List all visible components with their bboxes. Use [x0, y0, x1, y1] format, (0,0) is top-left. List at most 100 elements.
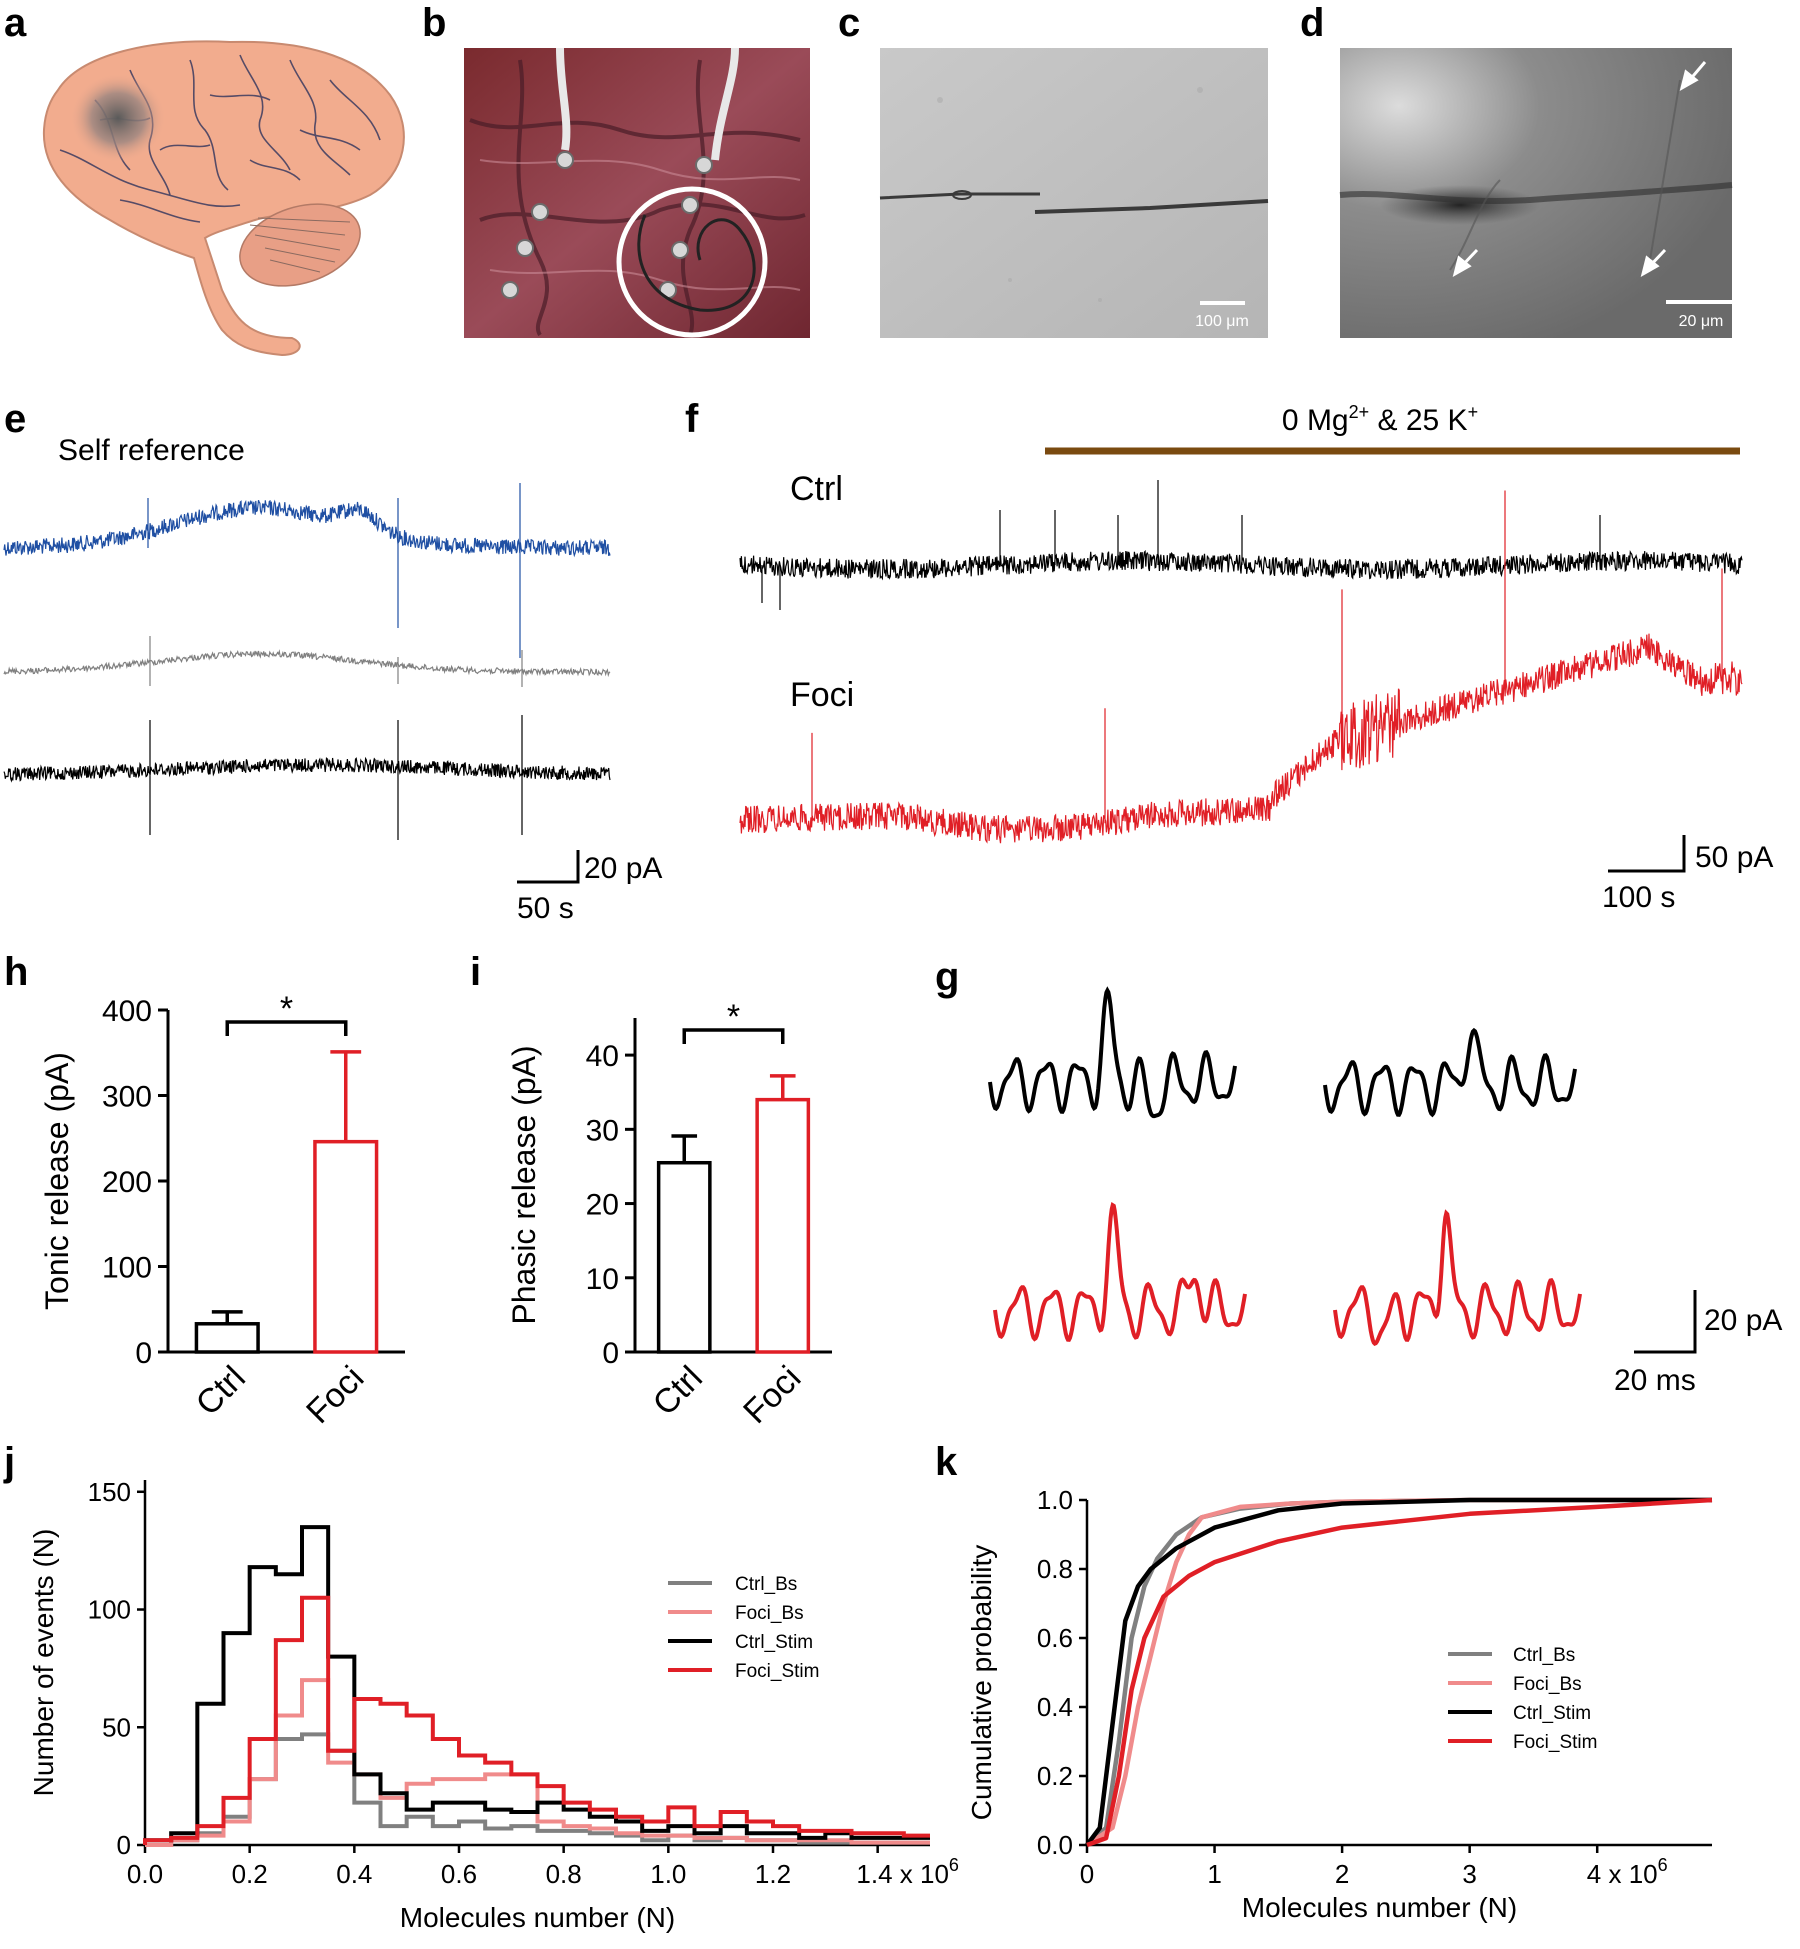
cortex-electrode-photo [464, 47, 810, 338]
panel-label-d: d [1300, 1, 1324, 45]
panel-label-b: b [422, 1, 446, 45]
treatment-base: 0 Mg [1282, 404, 1349, 437]
trace-g-black-2 [1323, 1027, 1577, 1118]
scalebar-e-y: 20 pA [584, 852, 662, 885]
series-foci-stim [1086, 1497, 1713, 1848]
trace-e-gray [3, 636, 611, 687]
treatment-annotation: 0 Mg2+ & 25 K+ [1045, 402, 1740, 455]
scalebar-f [1608, 835, 1686, 873]
x-tick-label: 0 [1080, 1859, 1094, 1889]
y-tick-label: 30 [586, 1114, 619, 1147]
x-tick-exponent: 6 [949, 1855, 959, 1875]
scalebar-g-x: 20 ms [1614, 1364, 1696, 1397]
svg-text:0 Mg2+ & 25 K+: 0 Mg2+ & 25 K+ [1282, 402, 1478, 437]
treatment-sup1: 2+ [1349, 402, 1370, 422]
trace-g-black-1 [988, 986, 1237, 1119]
significance-bracket [225, 1020, 348, 1036]
series-ctrl-stim [143, 1525, 930, 1845]
legend-label: Foci_Bs [1513, 1674, 1582, 1695]
chart-h: 0 100 200 300 400 Tonic release (pA) Ctrl Foci * [39, 990, 405, 1431]
x-tick-label: 0.8 [546, 1859, 582, 1889]
x-tick-label: 1.2 [755, 1859, 791, 1889]
y-tick-label: 20 [586, 1189, 619, 1222]
brain-illustration [42, 40, 405, 357]
y-tick-label: 0 [117, 1830, 131, 1860]
y-tick-label: 10 [586, 1263, 619, 1296]
x-tick-label: 0.6 [441, 1859, 477, 1889]
x-tick-exponent: 6 [1658, 1855, 1668, 1875]
panel-label-h: h [4, 950, 28, 994]
significance-star: * [280, 990, 293, 1028]
panel-label-c: c [838, 1, 860, 45]
treatment-mid: & 25 K [1369, 404, 1467, 437]
micrograph-photo: 20 μm [1339, 48, 1736, 338]
y-tick-label: 0.4 [1037, 1692, 1073, 1722]
scalebar-f-y: 50 pA [1695, 841, 1773, 874]
trace-f-foci-label: Foci [790, 676, 854, 714]
scalebar-e [517, 850, 580, 884]
panel-label-g: g [935, 955, 959, 999]
scalebar-g-y: 20 pA [1704, 1304, 1782, 1337]
series-ctrl-stim [1085, 1497, 1712, 1847]
x-tick-label: 2 [1335, 1859, 1349, 1889]
x-tick-label: 3 [1462, 1859, 1476, 1889]
y-tick-label: 1.0 [1037, 1485, 1073, 1515]
x-tick-label: Ctrl [189, 1359, 253, 1423]
x-tick-label: 4 x 106 [1587, 1855, 1668, 1889]
y-axis-label: Number of events (N) [28, 1529, 59, 1797]
series-foci-bs [1085, 1497, 1712, 1847]
trace-f-foci [739, 490, 1743, 844]
legend-label: Foci_Stim [735, 1661, 819, 1682]
x-tick-label: 1 [1207, 1859, 1221, 1889]
legend-label: Ctrl_Stim [735, 1632, 813, 1653]
y-tick-label: 0.8 [1037, 1554, 1073, 1584]
chart-i: 0 10 20 30 40 Phasic release (pA) Ctrl Foci * [506, 998, 832, 1431]
bar-foci [313, 1139, 379, 1354]
trace-g-red-1 [993, 1202, 1247, 1342]
legend-label: Ctrl_Bs [1513, 1645, 1575, 1666]
bar-ctrl [194, 1322, 260, 1354]
series-foci-bs [145, 1678, 930, 1847]
trace-f-ctrl [739, 480, 1743, 610]
panel-label-a: a [4, 1, 27, 45]
scalebar-f-x: 100 s [1602, 881, 1675, 914]
scalebar-e-x: 50 s [517, 892, 574, 925]
y-tick-label: 400 [102, 995, 152, 1028]
pipette-photo: 100 μm [879, 48, 1269, 338]
x-tick-label: 0.0 [127, 1859, 163, 1889]
x-tick-label: 1.4 x 106 [856, 1855, 959, 1889]
panel-label-i: i [470, 950, 481, 994]
panel-e-traces [3, 483, 611, 840]
panel-label-e: e [4, 397, 26, 441]
y-tick-label: 0.6 [1037, 1623, 1073, 1653]
chart-k: 0.0 0.2 0.4 0.6 0.8 1.0 0 1 2 3 4 x 106 Cumulative … [966, 1485, 1713, 1923]
legend-label: Foci_Stim [1513, 1732, 1597, 1753]
y-tick-label: 150 [88, 1477, 131, 1507]
trace-e-black [3, 715, 611, 840]
bar-foci [755, 1097, 811, 1354]
x-tick-label: 0.2 [232, 1859, 268, 1889]
legend-label: Ctrl_Bs [735, 1574, 797, 1595]
legend-label: Foci_Bs [735, 1603, 804, 1624]
x-tick-label: 1.0 [650, 1859, 686, 1889]
x-tick-label: Foci [736, 1359, 808, 1431]
y-axis-label: Cumulative probability [966, 1545, 997, 1820]
y-tick-label: 50 [102, 1712, 131, 1742]
y-tick-label: 0.0 [1037, 1830, 1073, 1860]
significance-bracket [682, 1028, 785, 1044]
trace-e-blue [3, 483, 611, 658]
panel-g-traces [988, 986, 1582, 1346]
y-tick-label: 0 [135, 1337, 152, 1370]
x-axis-label: Molecules number (N) [400, 1902, 675, 1933]
x-axis-label: Molecules number (N) [1242, 1892, 1517, 1923]
y-tick-label: 0 [602, 1337, 619, 1370]
series-foci-stim [143, 1595, 930, 1845]
y-tick-label: 200 [102, 1166, 152, 1199]
treatment-sup2: + [1468, 402, 1479, 422]
y-axis-label: Phasic release (pA) [506, 1045, 542, 1324]
x-tick-label: Ctrl [646, 1359, 710, 1423]
bar-ctrl [656, 1160, 712, 1354]
panel-label-j: j [3, 1440, 15, 1484]
panel-label-f: f [685, 397, 699, 441]
